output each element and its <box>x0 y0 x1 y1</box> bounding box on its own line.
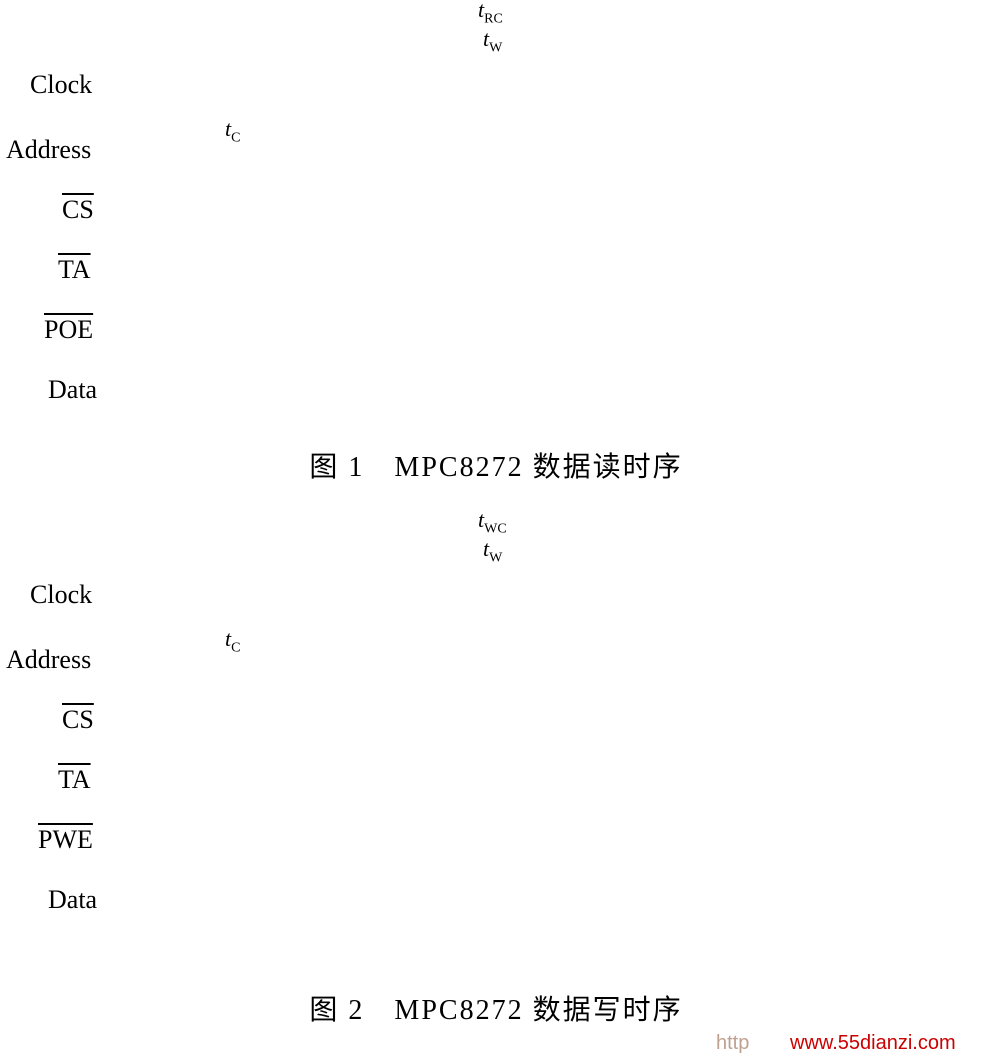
watermark-prefix: http <box>716 1032 749 1055</box>
read-timing-svg <box>0 0 992 430</box>
figure-2-caption: 图 2 MPC8272 数据写时序 <box>0 988 992 1028</box>
write-timing-svg <box>0 510 992 940</box>
figure-1-caption: 图 1 MPC8272 数据读时序 <box>0 445 992 485</box>
watermark-text: www.55dianzi.com <box>790 1032 956 1055</box>
read-timing-diagram: Clock Address CS TA POE Data tRC tW tC <box>0 0 992 490</box>
write-timing-diagram: Clock Address CS TA PWE Data tWC tW tC <box>0 510 992 1000</box>
